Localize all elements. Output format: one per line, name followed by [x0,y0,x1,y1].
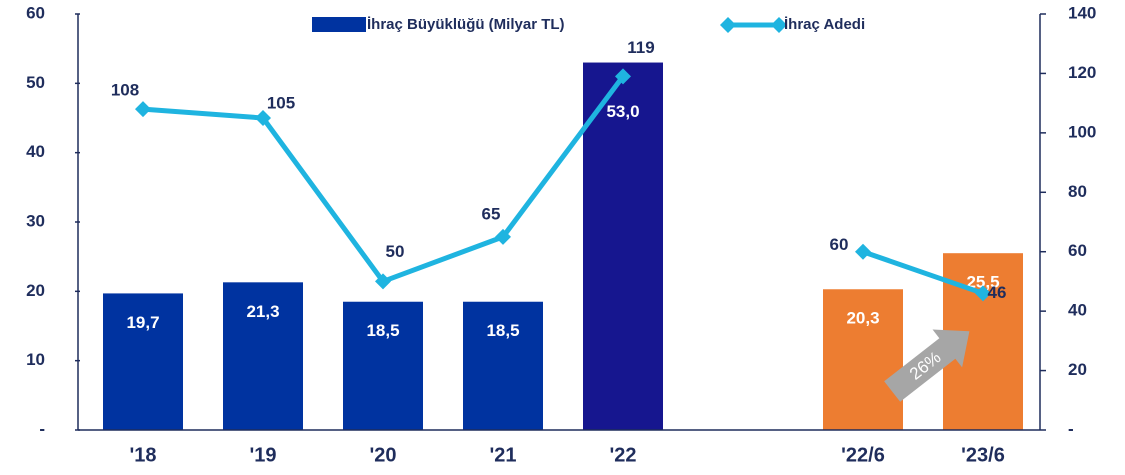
line-value-label: 50 [386,242,405,261]
arrow-shape [884,329,970,402]
line-marker [615,68,631,85]
y2-tick-label: 80 [1068,182,1087,201]
bar [103,293,183,430]
x-tick-label: '21 [489,444,516,466]
bar-value-label: 18,5 [366,321,399,340]
x-tick-label: '22/6 [841,444,885,466]
bar-value-label: 53,0 [606,102,639,121]
line-value-label: 119 [627,38,654,57]
legend-label: İhraç Adedi [784,16,865,33]
bar [343,301,423,430]
line-value-label: 46 [988,283,1007,302]
y-tick-label: 30 [26,211,45,230]
line-value-label: 105 [267,93,295,112]
line-value-label: 60 [830,235,849,254]
x-tick-label: '18 [129,444,156,466]
bar [583,62,663,431]
line-marker [855,243,871,260]
y2-tick-label: 120 [1068,63,1096,82]
plot: - 10 20 30 40 50 60 - 20 40 60 80 100 120 140 '18 '19 '20… [26,3,1096,466]
bar [463,301,543,430]
y2-tick-label: 20 [1068,360,1087,379]
x-tick-label: '20 [369,444,396,466]
y-tick-label: 40 [26,142,45,161]
bar-value-label: 18,5 [486,321,519,340]
line-marker [975,285,991,302]
y2-tick-label: 60 [1068,241,1087,260]
line-marker [495,228,511,245]
line-marker [135,101,151,118]
y-tick-label: - [39,419,45,438]
x-tick-label: '22 [609,444,636,466]
legend-label: İhraç Büyüklüğü (Milyar TL) [367,16,565,33]
line-value-label: 65 [482,204,501,223]
line-marker [375,273,391,290]
line-marker [255,110,271,126]
y2-tick-label: 140 [1068,3,1096,22]
y-tick-label: 50 [26,73,45,92]
bar-value-label: 19,7 [126,313,159,332]
y2-tick-label: 40 [1068,301,1087,320]
bar-value-label: 25,5 [966,273,999,292]
bar [823,289,903,430]
y-tick-label: 20 [26,281,45,300]
bar-value-label: 21,3 [246,302,279,321]
x-tick-label: '23/6 [961,444,1005,466]
y-tick-label: 60 [26,3,45,22]
bar-value-label: 20,3 [846,309,879,328]
y2-tick-label: 100 [1068,122,1096,141]
y2-tick-label: - [1068,419,1074,438]
x-tick-label: '19 [249,444,276,466]
line-value-label: 108 [111,81,139,100]
legend-marker [720,17,736,33]
legend-marker [771,17,787,33]
legend-swatch [312,17,366,32]
y-tick-label: 10 [26,350,45,369]
bar [223,282,303,430]
